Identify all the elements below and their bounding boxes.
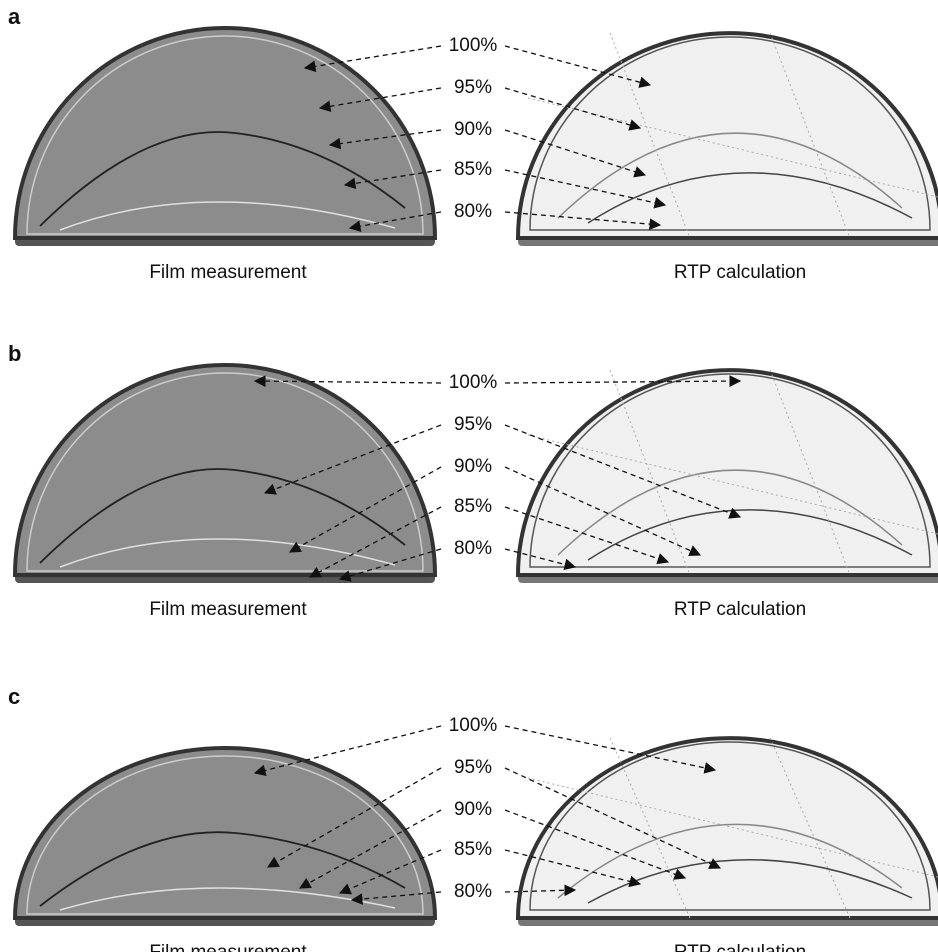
- level-label: 90%: [454, 119, 492, 140]
- level-label: 85%: [454, 839, 492, 860]
- panel: c 100% 95% 90% 85% 80% Film measurement RTP cal…: [8, 684, 938, 952]
- caption: Film measurement: [149, 942, 307, 952]
- panel: b 100% 95% 90% 85% 80% Film measurement RTP cal…: [8, 341, 938, 620]
- level-label: 85%: [454, 159, 492, 180]
- level-label: 95%: [454, 414, 492, 435]
- panel-letter: b: [8, 341, 21, 366]
- level-label: 100%: [449, 715, 498, 736]
- rtp-image: [518, 33, 938, 238]
- caption: RTP calculation: [674, 599, 806, 620]
- rtp-image: [518, 370, 938, 575]
- level-label: 100%: [449, 372, 498, 393]
- level-label: 80%: [454, 538, 492, 559]
- panel-letter: c: [8, 684, 20, 709]
- level-label: 85%: [454, 496, 492, 517]
- rtp-image: [518, 738, 938, 918]
- panel-letter: a: [8, 4, 21, 29]
- figure: a 100% 95% 90% 85% 80% Film measurement RTP cal…: [0, 0, 938, 952]
- level-label: 80%: [454, 201, 492, 222]
- caption: RTP calculation: [674, 262, 806, 283]
- arrow: [255, 726, 441, 773]
- caption: Film measurement: [149, 599, 307, 620]
- caption: Film measurement: [149, 262, 307, 283]
- caption: RTP calculation: [674, 942, 806, 952]
- level-label: 95%: [454, 757, 492, 778]
- panel: a 100% 95% 90% 85% 80% Film measurement RTP cal…: [8, 4, 938, 283]
- level-label: 90%: [454, 799, 492, 820]
- level-label: 90%: [454, 456, 492, 477]
- level-label: 80%: [454, 881, 492, 902]
- level-label: 95%: [454, 77, 492, 98]
- level-label: 100%: [449, 35, 498, 56]
